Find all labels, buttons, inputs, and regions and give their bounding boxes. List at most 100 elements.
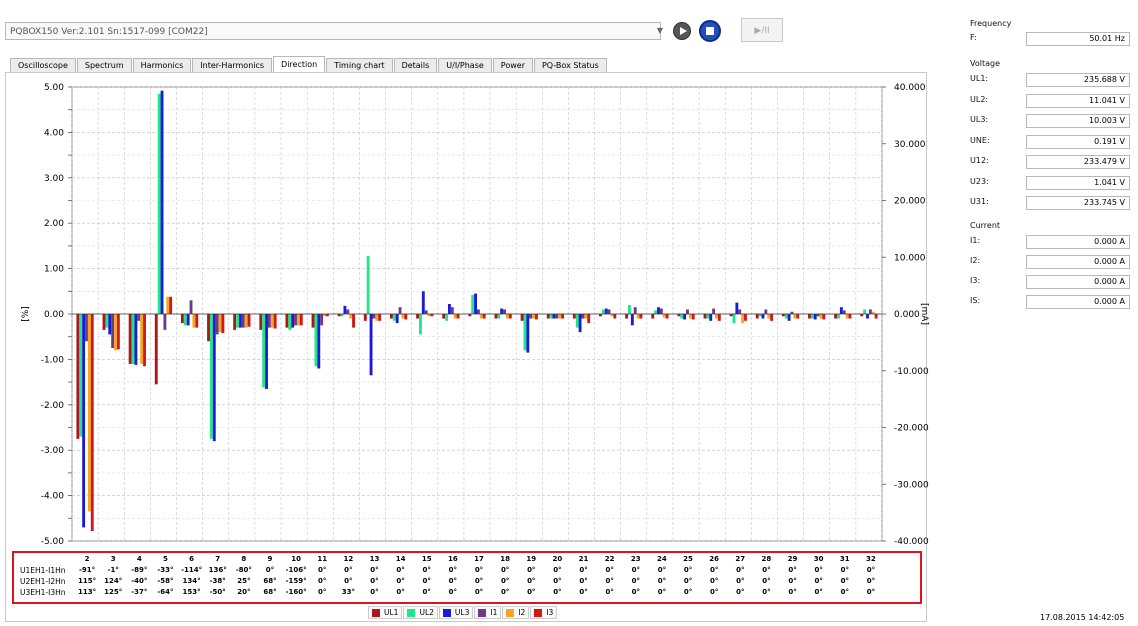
tab-details[interactable]: Details (393, 58, 438, 72)
bar-ul3-h7 (212, 314, 216, 442)
angle-cell: 124° (104, 577, 123, 585)
bar-ul2-h29 (784, 314, 788, 319)
bar-i3-h16 (456, 314, 460, 319)
harmonic-number: 4 (136, 555, 142, 563)
start-button[interactable] (673, 22, 691, 40)
bar-i3-h23 (639, 314, 643, 319)
bar-ul1-h24 (651, 314, 655, 319)
stop-button[interactable] (699, 20, 721, 42)
legend-swatch (407, 608, 416, 617)
bar-ul2-h27 (732, 314, 736, 324)
bar-i2-h10 (296, 314, 300, 326)
harmonic-number: 27 (735, 555, 746, 563)
bar-i1-h8 (241, 314, 245, 328)
chevron-down-icon[interactable]: ▼ (656, 26, 664, 35)
play-pause-button[interactable]: ▶/II (741, 18, 783, 42)
tab-spectrum[interactable]: Spectrum (76, 58, 132, 72)
bar-ul1-h4 (128, 314, 132, 364)
angle-cell: -80° (235, 566, 252, 574)
bar-ul3-h13 (369, 314, 373, 376)
tab-oscilloscope[interactable]: Oscilloscope (10, 58, 76, 72)
angle-cell: 0° (396, 577, 405, 585)
tab-inter-harmonics[interactable]: Inter-Harmonics (192, 58, 273, 72)
legend-item-i2[interactable]: I2 (502, 606, 530, 619)
angle-cell: 0° (422, 577, 431, 585)
bar-i3-h32 (874, 314, 878, 319)
angle-cell: 20° (237, 588, 251, 596)
bar-ul3-h12 (343, 305, 347, 314)
angle-cell: 0° (605, 588, 614, 596)
harmonic-number: 30 (813, 555, 824, 563)
angle-cell: 0° (344, 577, 353, 585)
angle-cell: 0° (683, 566, 693, 574)
bar-i2-h11 (323, 314, 326, 317)
harmonic-number: 2 (84, 555, 90, 563)
bar-ul1-h10 (285, 314, 289, 328)
angle-cell: 0° (422, 566, 431, 574)
bar-ul2-h6 (183, 314, 187, 326)
angle-cell: 0° (318, 566, 327, 574)
legend-item-i3[interactable]: I3 (530, 606, 558, 619)
bar-ul2-h25 (680, 314, 684, 319)
bar-i1-h5 (163, 314, 167, 330)
bar-ul2-h13 (366, 255, 370, 314)
angle-cell: 25° (237, 577, 251, 585)
legend-item-ul3[interactable]: UL3 (438, 606, 474, 619)
legend-label: I2 (518, 608, 526, 617)
angle-cell: 0° (814, 577, 823, 585)
y2-axis-label: [mA] (919, 303, 929, 325)
y2-tick-label: 0.000 (894, 310, 920, 320)
bar-ul1-h28 (755, 314, 759, 319)
bar-ul1-h15 (416, 314, 419, 319)
bar-i2-h16 (453, 314, 457, 319)
bar-i3-h5 (169, 296, 173, 314)
row-label: U3EH1-I3Hn (20, 588, 66, 597)
angle-cell: 0° (788, 566, 797, 574)
angle-cell: 0° (866, 566, 876, 574)
legend-item-i1[interactable]: I1 (474, 606, 502, 619)
legend-item-ul2[interactable]: UL2 (403, 606, 438, 619)
bar-i1-h6 (189, 300, 193, 314)
angle-cell: -38° (209, 577, 226, 585)
tab-direction[interactable]: Direction (273, 56, 326, 72)
angle-cell: -106° (285, 566, 307, 574)
angle-cell: 0° (474, 577, 484, 585)
y2-tick-label: 30.000 (894, 140, 926, 150)
angle-cell: 0° (657, 588, 667, 596)
angle-cell: 0° (814, 566, 823, 574)
bar-ul1-h14 (389, 314, 393, 319)
legend-item-ul1[interactable]: UL1 (368, 606, 403, 619)
harmonic-number: 8 (241, 555, 247, 563)
bar-ul1-h25 (677, 314, 681, 317)
tab-timing-chart[interactable]: Timing chart (326, 58, 393, 72)
y2-tick-label: 40.000 (894, 83, 926, 93)
bar-ul1-h23 (625, 314, 629, 319)
device-select[interactable]: PQBOX150 Ver:2.101 Sn:1517-099 [COM22] (5, 22, 661, 40)
angle-cell: 0° (500, 566, 510, 574)
current-label-is: IS: (970, 296, 981, 305)
bar-i2-h9 (270, 314, 274, 328)
frequency-heading: Frequency (970, 19, 1012, 28)
bar-ul1-h2 (76, 314, 80, 439)
bar-i2-h32 (871, 311, 875, 314)
legend-swatch (442, 608, 451, 617)
harmonic-number: 13 (369, 555, 380, 563)
angle-cell: 0° (788, 588, 797, 596)
bar-i3-h7 (221, 314, 225, 334)
harmonic-number: 3 (110, 555, 116, 563)
angle-cell: 0° (396, 588, 405, 596)
bar-i1-h20 (555, 314, 559, 319)
bar-i3-h19 (535, 314, 538, 320)
tab-harmonics[interactable]: Harmonics (132, 58, 192, 72)
bar-i3-h28 (770, 314, 774, 321)
bar-ul3-h3 (108, 314, 112, 335)
tab-u-i-phase[interactable]: U/I/Phase (438, 58, 492, 72)
bar-ul3-h26 (709, 314, 713, 321)
bar-ul3-h4 (134, 314, 138, 365)
tab-power[interactable]: Power (492, 58, 533, 72)
angle-cell: 0° (396, 566, 405, 574)
tab-pq-box-status[interactable]: PQ-Box Status (533, 58, 607, 72)
bar-i1-h9 (267, 314, 271, 328)
bar-ul3-h22 (604, 308, 608, 314)
bar-ul1-h21 (572, 314, 576, 319)
